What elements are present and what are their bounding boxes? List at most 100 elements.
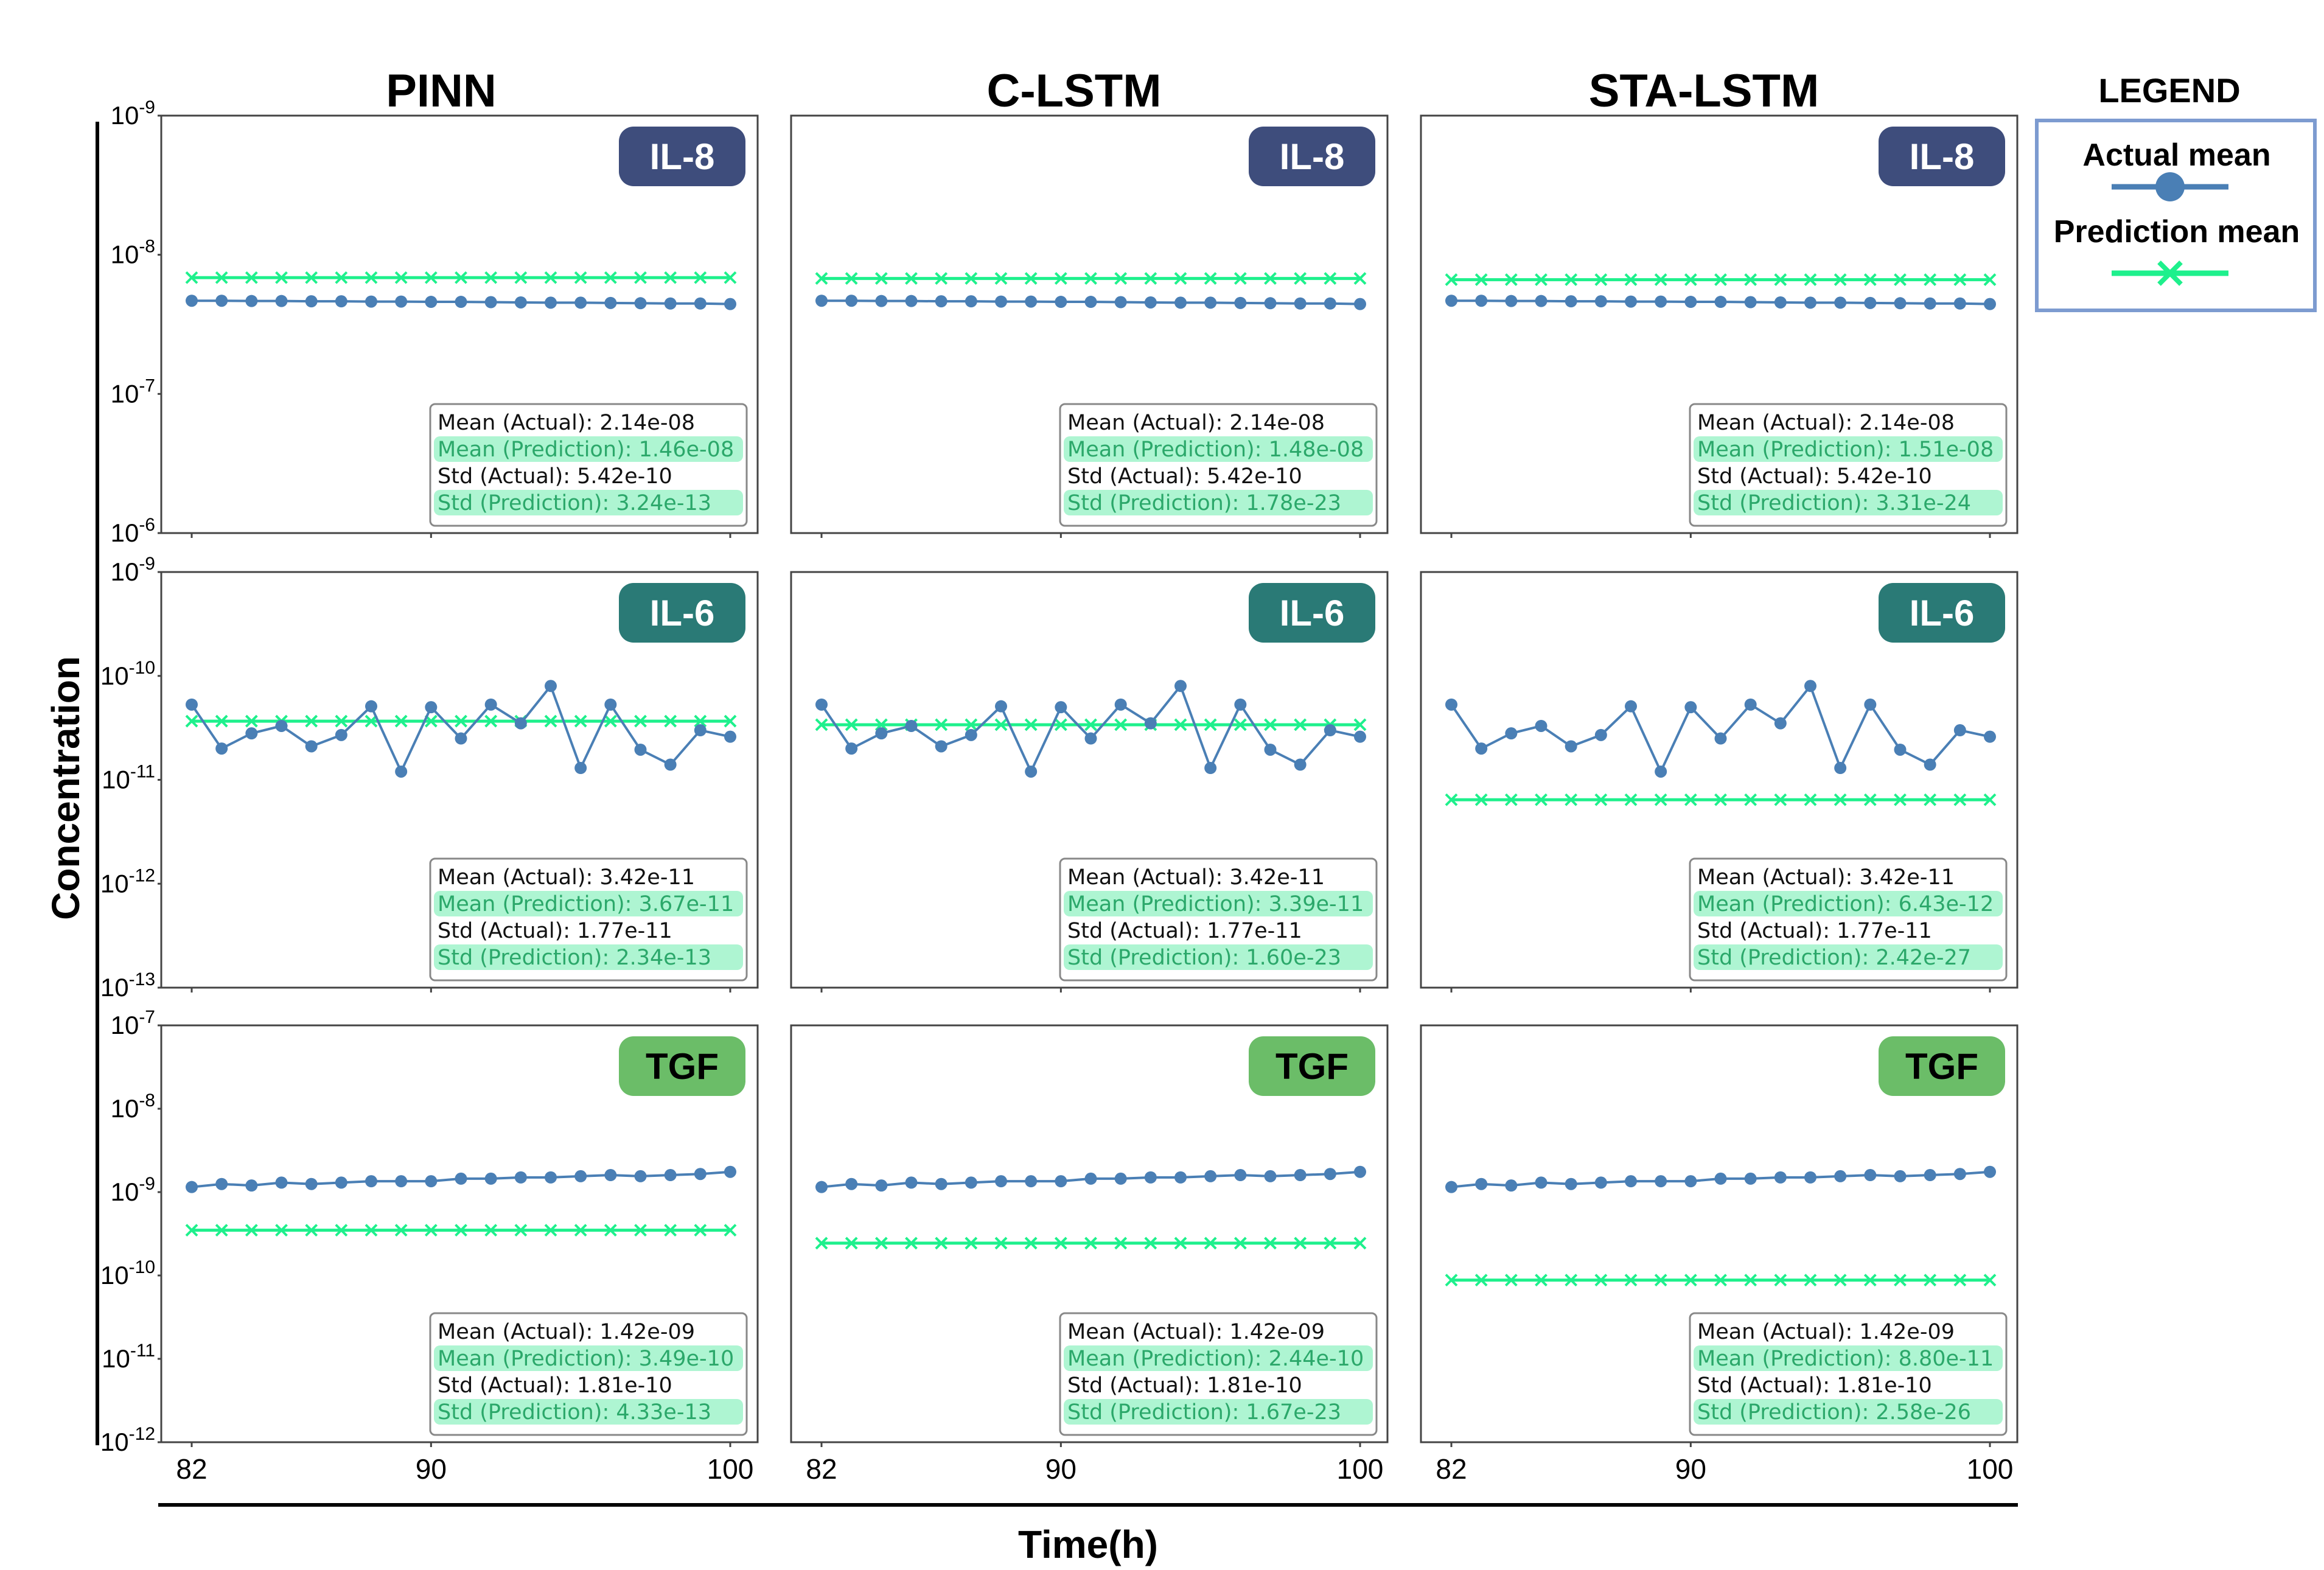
prediction-mean-point — [694, 271, 707, 284]
cytokine-badge — [1879, 583, 2005, 643]
prediction-mean-point — [484, 1224, 498, 1237]
prediction-mean-point — [845, 1237, 858, 1250]
prediction-mean-point — [874, 718, 888, 731]
prediction-mean-point — [1894, 1274, 1907, 1287]
actual-mean-point — [1953, 297, 1966, 310]
stats-highlight — [434, 891, 743, 916]
prediction-mean-point — [1174, 272, 1187, 285]
prediction-mean-point — [185, 1224, 198, 1237]
actual-mean-point — [995, 295, 1007, 308]
prediction-mean-point — [305, 1224, 318, 1237]
actual-mean-point — [1204, 296, 1217, 309]
actual-mean-point — [1744, 698, 1757, 711]
actual-mean-point — [574, 296, 587, 309]
prediction-mean-point — [1804, 793, 1817, 806]
prediction-mean-point — [1353, 272, 1367, 285]
prediction-mean-point — [815, 718, 828, 731]
prediction-mean-point — [1714, 273, 1727, 287]
actual-mean-point — [1684, 296, 1697, 309]
stats-line: Std (Actual): 5.42e-10 — [1697, 464, 1932, 489]
actual-mean-point — [1565, 740, 1577, 753]
prediction-mean-point — [815, 1237, 828, 1250]
actual-mean-point — [1204, 1170, 1217, 1182]
stats-highlight — [1064, 944, 1373, 970]
y-tick-label: 10-10 — [100, 1257, 155, 1289]
actual-mean-point — [365, 1175, 377, 1188]
prediction-mean-point — [1924, 793, 1937, 806]
actual-mean-point — [1535, 719, 1548, 732]
actual-mean-point — [305, 1178, 318, 1190]
stats-line: Std (Prediction): 2.34e-13 — [438, 946, 711, 970]
prediction-mean-point — [1294, 1237, 1307, 1250]
actual-mean-point — [905, 295, 918, 307]
prediction-mean-point — [965, 1237, 978, 1250]
actual-mean-point — [186, 1181, 198, 1193]
actual-mean-point — [1264, 1170, 1277, 1182]
actual-mean-point — [1324, 724, 1336, 737]
stats-highlight — [1694, 1399, 2003, 1425]
actual-mean-point — [664, 758, 677, 771]
actual-mean-point — [1894, 1170, 1907, 1182]
actual-mean-point — [1864, 1169, 1877, 1182]
actual-mean-point — [1264, 743, 1277, 756]
stats-highlight — [1064, 1399, 1373, 1425]
actual-mean-point — [1475, 742, 1488, 755]
y-tick-label: 10-9 — [111, 554, 155, 586]
prediction-mean-point — [604, 714, 617, 728]
prediction-mean-point — [1654, 1274, 1667, 1287]
actual-mean-point — [186, 295, 198, 307]
prediction-mean-point — [664, 271, 677, 284]
prediction-mean-point — [1924, 1274, 1937, 1287]
actual-mean-point — [815, 698, 828, 711]
stats-line: Mean (Prediction): 1.51e-08 — [1697, 438, 1994, 462]
stats-highlight — [1694, 1345, 2003, 1371]
actual-mean-point — [845, 1178, 858, 1190]
prediction-mean-point — [1474, 273, 1488, 287]
prediction-mean-point — [1234, 1237, 1247, 1250]
actual-mean-point — [1744, 296, 1757, 309]
stats-line: Std (Prediction): 1.78e-23 — [1067, 491, 1341, 515]
prediction-mean-point — [1863, 1274, 1877, 1287]
actual-mean-point — [305, 740, 318, 753]
prediction-mean-point — [1114, 1237, 1128, 1250]
prediction-mean-point — [245, 1224, 258, 1237]
stats-line: Mean (Actual): 1.42e-09 — [1067, 1320, 1325, 1344]
prediction-mean-point — [394, 1224, 408, 1237]
actual-mean-point — [1684, 701, 1697, 714]
x-tick-label: 90 — [1045, 1453, 1077, 1485]
actual-mean-point — [1953, 724, 1966, 737]
prediction-mean-point — [1804, 273, 1817, 287]
actual-mean-point — [215, 295, 228, 307]
stats-line: Mean (Prediction): 8.80e-11 — [1697, 1347, 1994, 1371]
actual-mean-point — [875, 295, 888, 307]
prediction-mean-point — [1684, 793, 1697, 806]
y-tick-label: 10-12 — [100, 1424, 155, 1456]
prediction-mean-point — [185, 714, 198, 728]
prediction-mean-point — [994, 1237, 1008, 1250]
actual-mean-point — [634, 743, 647, 756]
x-tick-label: 100 — [1337, 1453, 1384, 1485]
actual-mean-point — [484, 296, 497, 309]
prediction-mean-point — [1594, 1274, 1608, 1287]
prediction-mean-point — [634, 714, 647, 728]
actual-mean-point — [395, 1175, 408, 1188]
prediction-mean-point — [1535, 273, 1548, 287]
prediction-mean-point — [305, 714, 318, 728]
actual-mean-point — [215, 742, 228, 755]
prediction-mean-point — [1144, 1237, 1157, 1250]
actual-mean-point — [305, 295, 318, 308]
actual-mean-point — [514, 296, 527, 309]
prediction-mean-point — [574, 714, 587, 728]
actual-mean-point — [1864, 698, 1877, 711]
actual-mean-point — [1535, 295, 1548, 307]
prediction-mean-point — [1654, 793, 1667, 806]
actual-mean-point — [1714, 296, 1727, 309]
stats-line: Mean (Actual): 2.14e-08 — [1697, 411, 1955, 435]
actual-mean-point — [245, 1179, 258, 1192]
prediction-mean-point — [1264, 1237, 1277, 1250]
actual-mean-point — [694, 1168, 707, 1181]
actual-mean-point — [1594, 295, 1607, 308]
prediction-mean-point — [1024, 272, 1038, 285]
prediction-mean-point — [1174, 1237, 1187, 1250]
cytokine-badge-label: IL-8 — [1910, 136, 1975, 177]
